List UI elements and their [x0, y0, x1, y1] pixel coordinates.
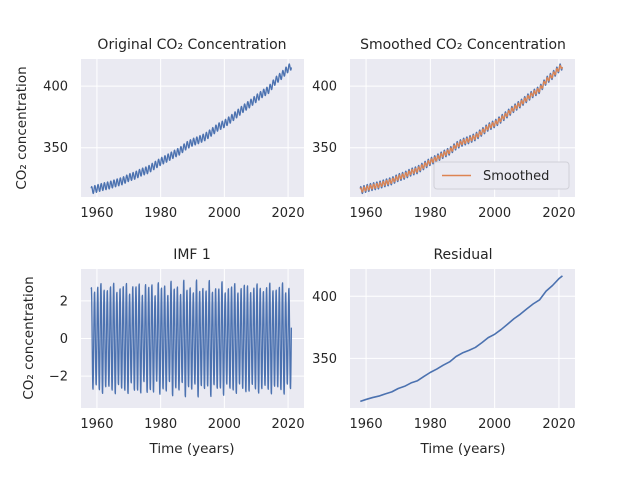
x-tick-labels: 1960 1980 2000 2020	[80, 417, 304, 432]
y-tick-labels: −2 0 2	[49, 294, 68, 384]
y-tick-label: 400	[43, 80, 68, 95]
x-tick-label: 1960	[80, 417, 113, 432]
series-layer	[359, 63, 563, 195]
y-axis-label: CO₂ concentration	[14, 66, 30, 189]
series-layer	[90, 279, 293, 398]
y-tick-label: −2	[49, 370, 68, 385]
y-axis-label: CO₂ concentration	[21, 276, 37, 399]
x-tick-label: 1980	[144, 206, 177, 221]
panel-residual: 1960 1980 2000 2020 350 400 Residual Time (y…	[312, 247, 575, 457]
x-tick-labels: 1960 1980 2000 2020	[350, 206, 576, 221]
legend: Smoothed	[433, 161, 570, 190]
grid-lines	[350, 269, 575, 408]
series-line-0	[360, 275, 563, 403]
x-tick-label: 1960	[80, 206, 113, 221]
legend-box	[433, 161, 570, 190]
y-tick-label: 350	[312, 141, 337, 156]
x-tick-label: 1980	[144, 417, 177, 432]
y-tick-label: 350	[312, 352, 337, 367]
x-tick-label: 2020	[272, 417, 305, 432]
panel-original: 1960 1980 2000 2020 350 400 Original CO₂ Con…	[14, 37, 305, 221]
y-tick-label: 400	[312, 290, 337, 305]
chart-title: Smoothed CO₂ Concentration	[360, 37, 566, 53]
x-axis-label: Time (years)	[419, 441, 505, 457]
panel-smoothed: 1960 1980 2000 2020 350 400 Smoothed CO₂ Con…	[312, 37, 575, 221]
y-tick-label: 0	[60, 332, 68, 347]
y-tick-labels: 350 400	[312, 80, 337, 157]
chart-title: Original CO₂ Concentration	[97, 37, 286, 53]
x-tick-label: 2000	[208, 417, 241, 432]
y-tick-label: 350	[43, 141, 68, 156]
series-layer	[90, 63, 293, 195]
x-tick-label: 1960	[350, 417, 383, 432]
series-line-1	[359, 64, 563, 193]
series-layer	[360, 275, 563, 403]
x-tick-label: 2000	[478, 206, 511, 221]
x-tick-label: 1980	[414, 206, 447, 221]
x-tick-label: 2000	[478, 417, 511, 432]
series-line-0	[90, 63, 293, 195]
plot-area	[350, 269, 575, 408]
x-tick-label: 2020	[272, 206, 305, 221]
panel-imf1: 1960 1980 2000 2020 −2 0 2 IMF 1 Time (years)…	[21, 247, 305, 457]
chart-title: IMF 1	[173, 247, 211, 263]
y-tick-label: 400	[312, 80, 337, 95]
x-tick-label: 2020	[542, 206, 575, 221]
x-tick-label: 2000	[208, 206, 241, 221]
x-axis-label: Time (years)	[148, 441, 234, 457]
chart-title: Residual	[433, 247, 492, 263]
series-line-0	[90, 279, 293, 398]
x-tick-labels: 1960 1980 2000 2020	[80, 206, 304, 221]
legend-label: Smoothed	[483, 169, 549, 184]
plot-area	[81, 59, 304, 197]
x-tick-label: 1980	[414, 417, 447, 432]
x-tick-labels: 1960 1980 2000 2020	[350, 417, 576, 432]
y-tick-labels: 350 400	[312, 290, 337, 367]
x-tick-label: 2020	[542, 417, 575, 432]
y-tick-labels: 350 400	[43, 80, 68, 157]
y-tick-label: 2	[60, 294, 68, 309]
x-tick-label: 1960	[350, 206, 383, 221]
